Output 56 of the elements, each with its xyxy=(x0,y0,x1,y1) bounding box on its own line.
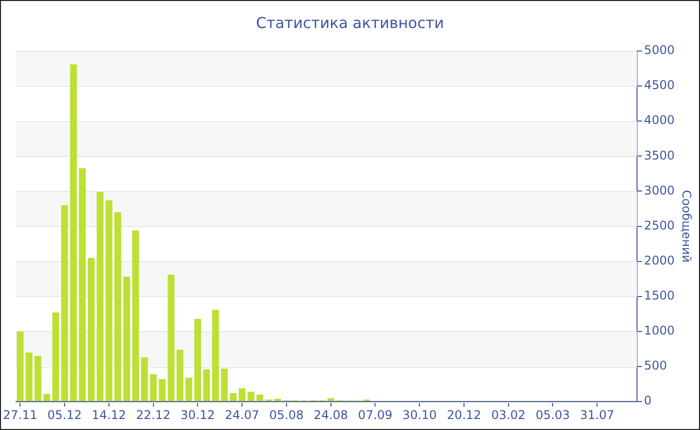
bar xyxy=(132,230,139,402)
x-tick-label: 03.02 xyxy=(491,408,526,422)
x-tick-label: 27.11 xyxy=(3,408,38,422)
x-tick-label: 14.12 xyxy=(92,408,126,422)
x-tick-label: 05.08 xyxy=(269,408,304,422)
y-tick-label: 1000 xyxy=(644,324,675,338)
bar xyxy=(194,318,202,402)
y-tick-label: 500 xyxy=(644,358,667,373)
x-tick-label: 05.12 xyxy=(47,408,82,422)
bar xyxy=(220,368,228,402)
chart-title: Статистика активности xyxy=(256,14,444,32)
bar xyxy=(212,310,219,402)
x-tick-label: 31.07 xyxy=(580,408,614,422)
y-tick-label: 3500 xyxy=(644,148,675,162)
y-tick-label: 3000 xyxy=(644,183,675,198)
x-tick-label: 22.12 xyxy=(136,408,171,422)
x-tick-label: 24.08 xyxy=(314,408,348,422)
bar xyxy=(88,258,95,402)
bar xyxy=(203,369,210,402)
bar xyxy=(34,356,42,402)
x-tick-label: 30.12 xyxy=(180,408,215,422)
bar xyxy=(70,64,77,402)
x-tick-label: 05.03 xyxy=(536,408,570,422)
bar xyxy=(52,312,60,402)
bar xyxy=(106,200,112,402)
y-tick-label: 0 xyxy=(644,394,652,408)
bar xyxy=(16,331,24,402)
bar xyxy=(26,352,32,402)
x-tick-label: 30.10 xyxy=(402,408,437,422)
bar xyxy=(168,274,174,402)
y-tick-label: 2500 xyxy=(644,218,675,232)
bar xyxy=(256,394,264,402)
y-tick-label: 5000 xyxy=(644,43,675,58)
bar xyxy=(141,357,148,402)
bar xyxy=(123,276,130,402)
bar xyxy=(327,398,334,402)
x-tick-label: 07.09 xyxy=(358,408,392,422)
bar xyxy=(150,374,157,402)
bar xyxy=(176,350,184,402)
bar xyxy=(230,393,237,402)
y-tick-label: 2000 xyxy=(644,253,675,268)
bar xyxy=(185,378,192,402)
y-tick-label: 1500 xyxy=(644,288,675,303)
bar xyxy=(158,379,166,402)
x-tick-label: 20.12 xyxy=(446,408,482,422)
bar xyxy=(248,392,254,402)
y-tick-label: 4000 xyxy=(644,113,675,128)
x-tick-label: 24.07 xyxy=(224,408,260,422)
bar xyxy=(43,394,50,402)
y-tick-label: 4500 xyxy=(644,78,675,92)
bar xyxy=(96,192,104,402)
bar xyxy=(114,212,122,402)
bar xyxy=(61,205,68,402)
bar xyxy=(238,388,246,402)
y-axis-title: Сообщений xyxy=(680,190,694,263)
bar xyxy=(78,168,86,402)
